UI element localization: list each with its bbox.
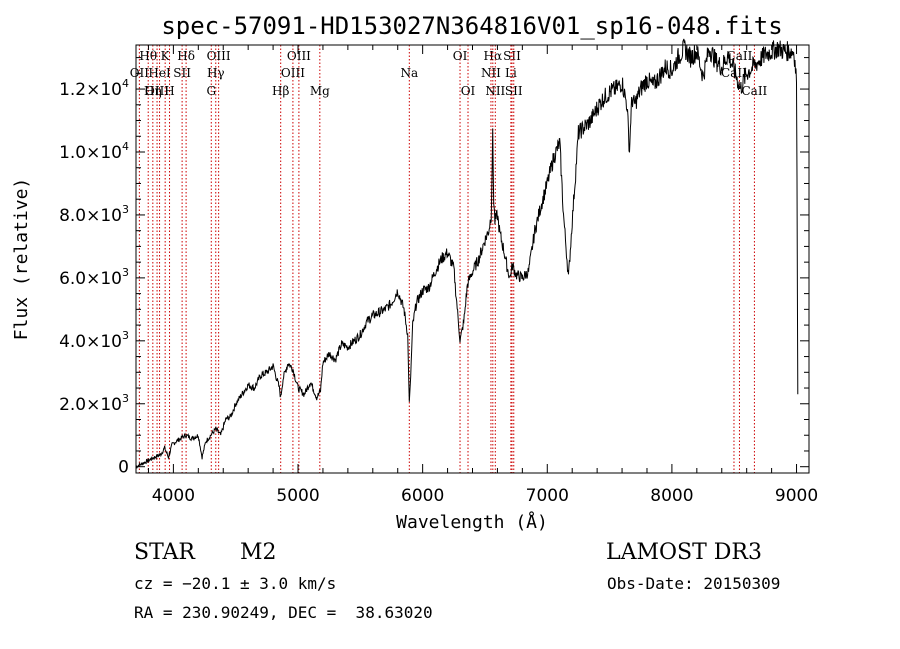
y-tick-label: 6.0×103 [59,266,129,289]
y-tick-mantissa: 0 [118,458,129,478]
line-marker-label: NII [481,66,501,80]
x-axis-ticks: 4000 5000 6000 7000 8000 9000 [147,45,818,506]
y-tick-exponent: 3 [122,266,129,279]
y-tick-label: 0 [118,458,129,478]
y-tick-exponent: 3 [122,203,129,216]
y-tick-label: 1.0×104 [59,140,129,163]
x-tick-label: 4000 [152,486,195,506]
y-tick-label: 1.2×104 [59,77,129,100]
line-marker-label: OI [461,84,476,98]
line-marker-label: Hδ [177,49,195,63]
y-tick-mantissa: 6.0×10 [59,269,122,289]
y-tick-mantissa: 1.0×10 [59,143,122,163]
line-marker-label: HeI [148,66,171,80]
y-tick-label: 4.0×103 [59,329,129,352]
line-marker-label: SII [505,84,523,98]
spectrum-line [135,38,799,469]
y-tick-exponent: 4 [122,77,129,90]
y-tick-exponent: 3 [122,329,129,342]
line-marker-label: SII [503,49,521,63]
sky-coordinates: RA = 230.90249, DEC = 38.63020 [134,603,433,622]
redshift-velocity: cz = −20.1 ± 3.0 km/s [134,574,337,593]
y-tick-mantissa: 2.0×10 [59,395,122,415]
plot-frame [135,44,810,474]
x-tick-label: 9000 [775,486,818,506]
line-marker-label: OI [453,49,468,63]
y-axis-label: Flux (relative) [11,178,32,341]
x-tick-label: 5000 [276,486,319,506]
y-tick-mantissa: 1.2×10 [59,80,122,100]
line-marker-label: Mg [310,84,330,98]
object-subclass: M2 [240,540,277,565]
y-tick-mantissa: 8.0×10 [59,206,122,226]
line-marker-label: Hη [144,84,162,98]
line-marker-label: OIII [207,49,231,63]
line-marker-label: Hγ [207,66,225,80]
y-tick-mantissa: 4.0×10 [59,332,122,352]
spectrum-series [135,38,799,469]
y-axis-ticks: 02.0×1034.0×1036.0×1038.0×1031.0×1041.2×… [59,57,809,478]
line-marker-label: Hθ [139,49,157,63]
line-marker-label: SII [173,66,191,80]
line-marker-label: OIII [281,66,305,80]
line-marker-label: K [161,49,171,63]
y-tick-exponent: 3 [122,392,129,405]
line-marker-label: OIII [145,84,169,98]
line-marker-label: Li [505,66,517,80]
x-tick-label: 8000 [650,486,693,506]
line-marker-label: CaII [741,84,767,98]
chart-title: spec-57091-HD153027N364816V01_sp16-048.f… [161,12,782,40]
line-marker-label: Na [400,66,418,80]
line-marker-label: Hβ [272,84,289,98]
line-marker-label: G [206,84,216,98]
x-tick-label: 6000 [401,486,444,506]
observation-date: Obs-Date: 20150309 [607,574,781,593]
y-tick-exponent: 4 [122,140,129,153]
line-marker-label: Hα [484,49,503,63]
line-marker-label: H [164,84,174,98]
survey-name: LAMOST DR3 [606,540,762,565]
y-tick-label: 8.0×103 [59,203,129,226]
x-tick-label: 7000 [526,486,569,506]
object-class: STAR [134,540,195,565]
x-axis-label: Wavelength (Å) [396,511,548,533]
line-marker-label: OIII [287,49,311,63]
line-marker-label: NII [485,84,505,98]
y-tick-label: 2.0×103 [59,392,129,415]
